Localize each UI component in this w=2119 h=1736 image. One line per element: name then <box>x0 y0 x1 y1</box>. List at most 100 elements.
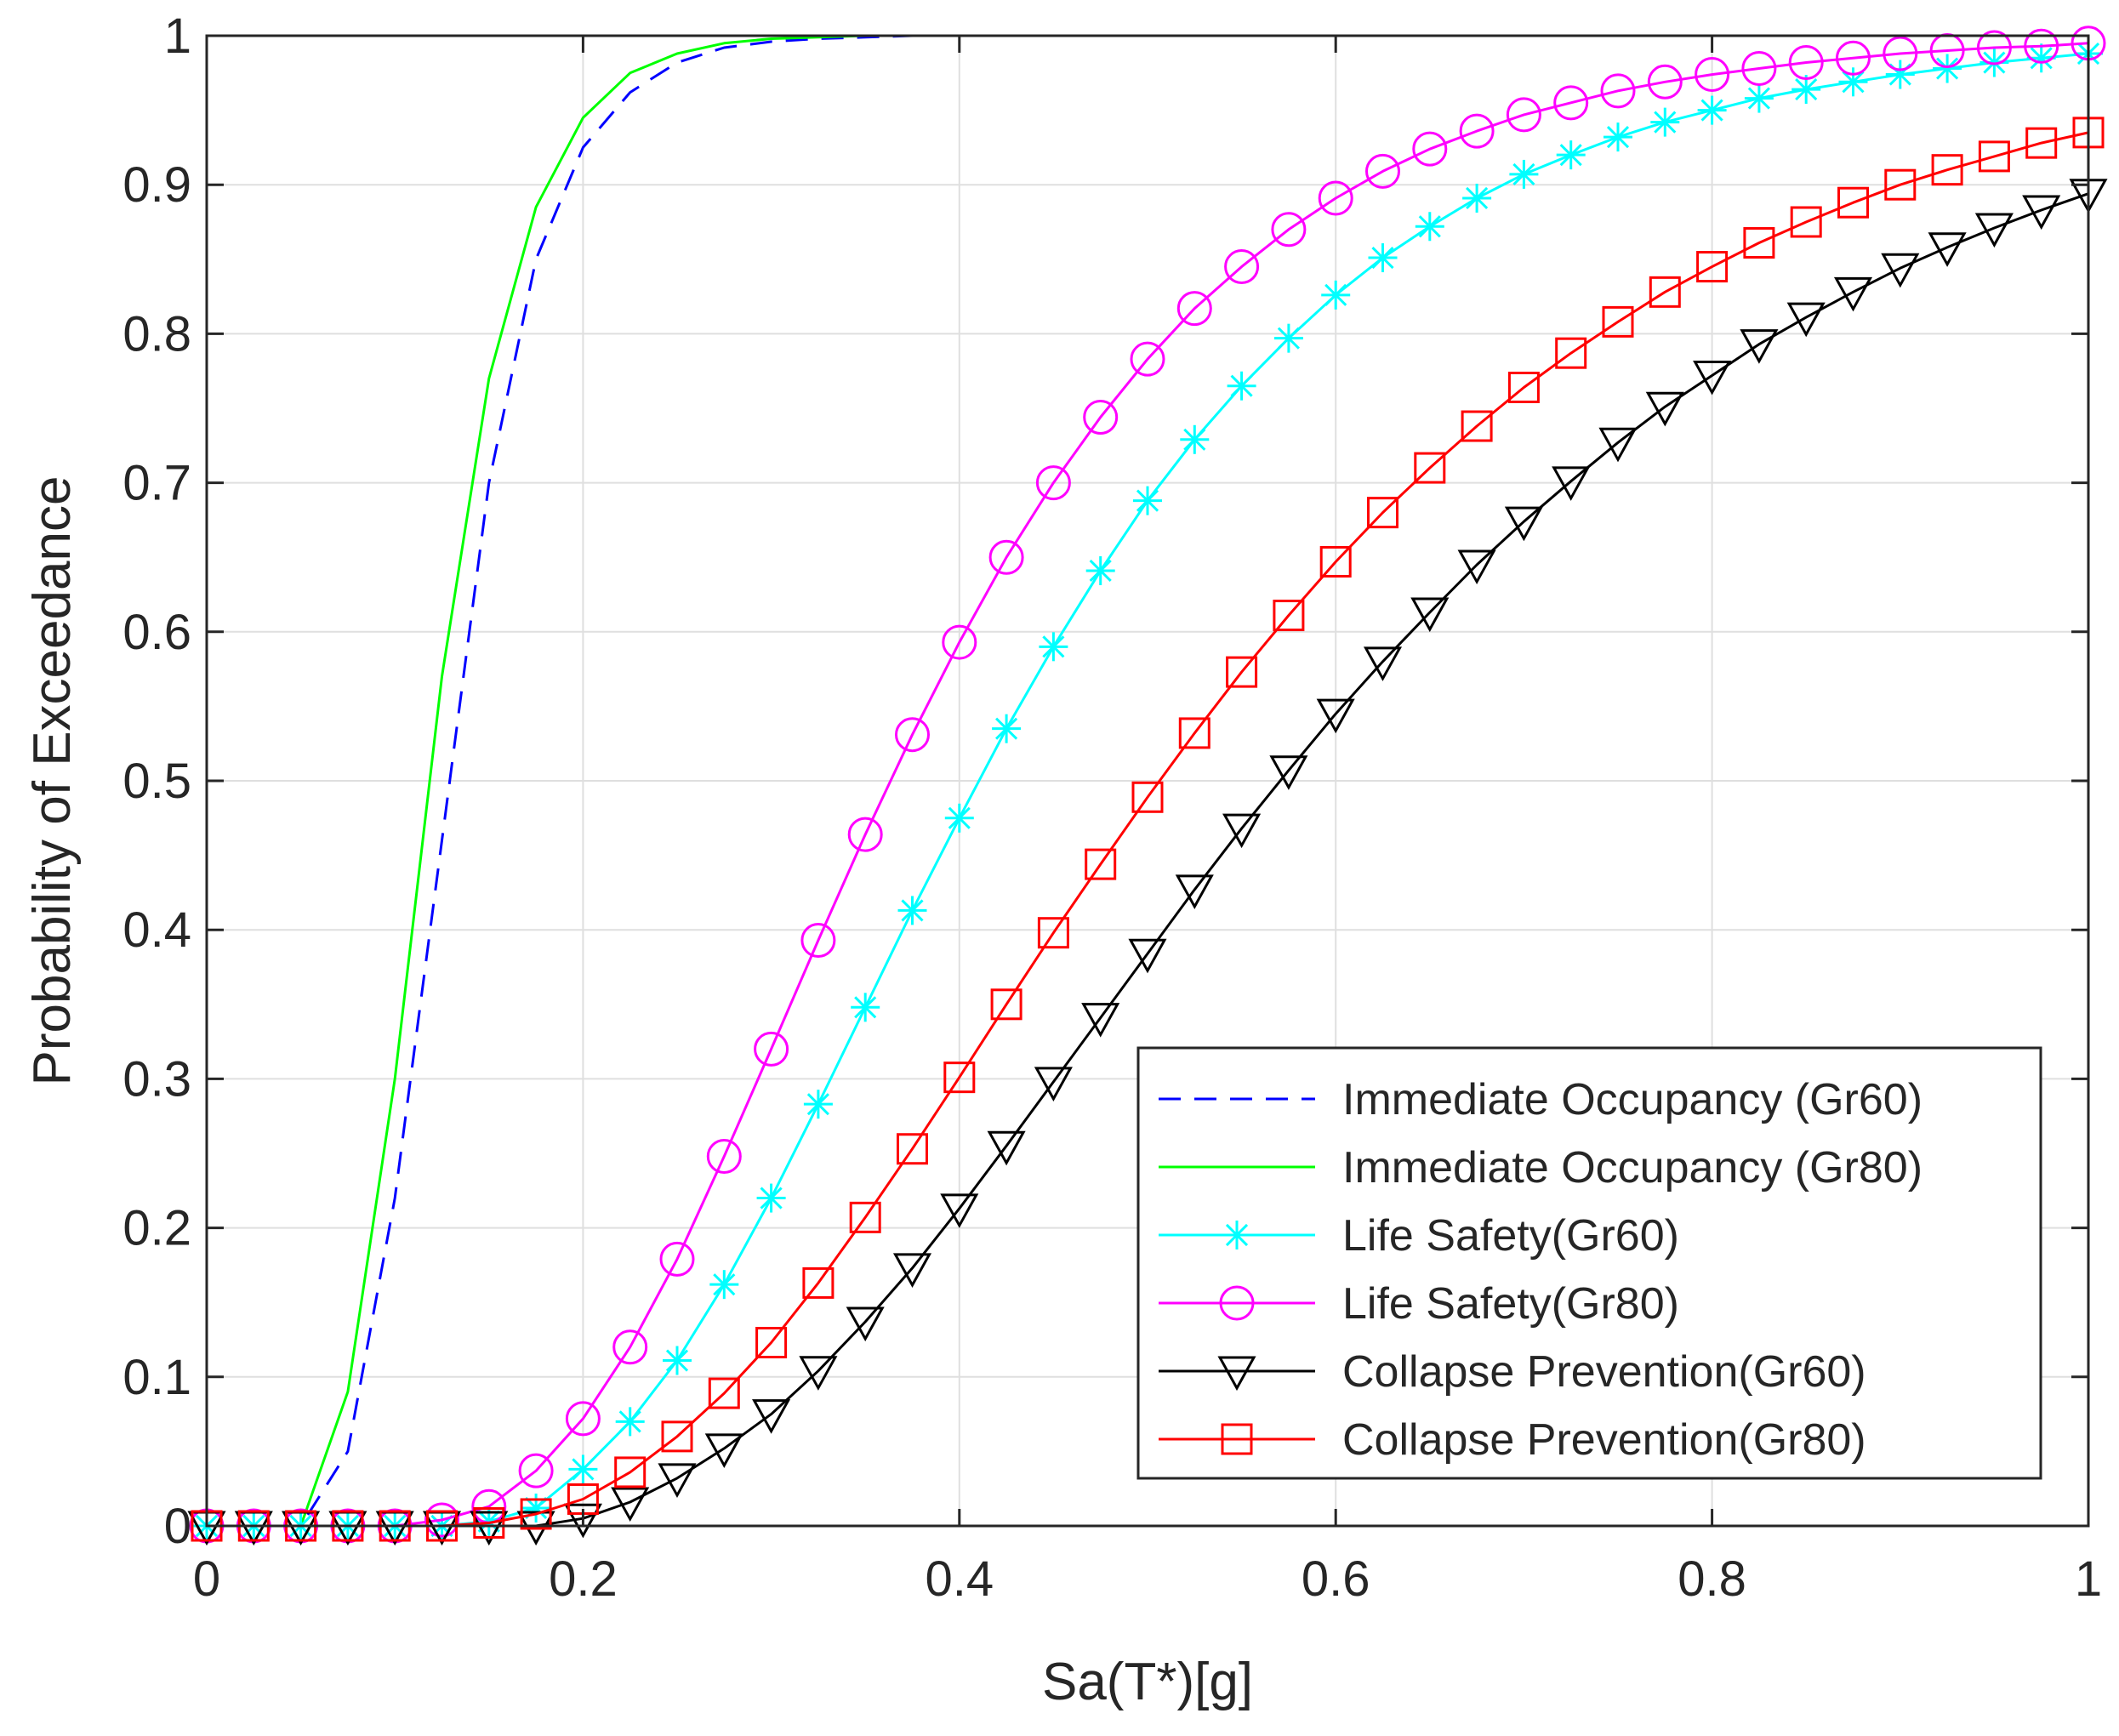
data-point <box>992 714 1022 743</box>
data-point <box>1884 168 1917 201</box>
legend-label: Immediate Occupancy (Gr60) <box>1342 1075 1922 1124</box>
data-point <box>942 624 977 660</box>
legend-item: Life Safety(Gr60) <box>1159 1211 1679 1261</box>
data-point <box>614 1456 647 1488</box>
data-point <box>1363 646 1403 681</box>
data-point <box>709 1270 739 1300</box>
data-point <box>897 896 927 925</box>
data-point <box>803 1090 833 1119</box>
data-point <box>1743 227 1775 259</box>
legend-item: Collapse Prevention(Gr60) <box>1159 1347 1866 1397</box>
data-point <box>1037 917 1069 949</box>
data-point <box>1128 938 1167 974</box>
data-point <box>846 1306 885 1342</box>
data-point <box>1316 698 1355 734</box>
data-point <box>612 1329 648 1365</box>
ticks: 0 0.2 0.4 0.6 0.8 1 0 0.1 0.2 0.3 0.4 0.5 0.6 0.7 0.8 0… <box>122 9 2102 1607</box>
legend-marker <box>1219 1285 1255 1321</box>
data-point <box>1081 1003 1120 1038</box>
data-point <box>2024 28 2059 64</box>
x-tick-label: 0.2 <box>549 1551 618 1607</box>
data-point <box>1227 371 1256 401</box>
data-point <box>847 817 883 852</box>
x-tick-label: 1 <box>2075 1551 2102 1607</box>
data-point <box>895 717 930 753</box>
data-point <box>708 1377 740 1409</box>
data-point <box>1695 57 1730 93</box>
data-point <box>1133 486 1162 515</box>
data-point <box>1367 497 1398 529</box>
data-point <box>1786 302 1826 338</box>
data-point <box>1696 251 1729 283</box>
legend-marker <box>1222 1221 1251 1249</box>
data-point <box>1410 597 1450 633</box>
data-point <box>1321 280 1351 310</box>
legend-marker <box>1217 1356 1256 1392</box>
data-point <box>1556 140 1586 170</box>
data-point <box>1837 186 1869 219</box>
data-point <box>987 1130 1026 1166</box>
data-point <box>659 1241 695 1277</box>
data-point <box>1415 212 1444 242</box>
data-point <box>1740 329 1779 364</box>
data-point <box>565 1401 601 1437</box>
y-tick-label: 0.8 <box>122 306 191 361</box>
legend-marker <box>1221 1423 1253 1455</box>
data-point <box>1457 549 1496 585</box>
data-point <box>849 1201 881 1233</box>
data-point <box>1928 232 1967 267</box>
data-point <box>1039 632 1068 662</box>
legend: Immediate Occupancy (Gr60) Immediate Occu… <box>1136 1046 2042 1480</box>
data-point <box>1414 452 1446 484</box>
data-point <box>1461 410 1493 442</box>
data-point <box>1273 323 1303 353</box>
data-point <box>1085 848 1117 880</box>
data-point <box>897 1133 928 1165</box>
legend-item: Collapse Prevention(Gr80) <box>1159 1415 1866 1465</box>
data-point <box>1319 545 1352 578</box>
data-point <box>424 1502 459 1538</box>
y-tick-label: 0.9 <box>122 157 191 213</box>
data-point <box>1788 45 1824 81</box>
data-point <box>1178 717 1210 749</box>
data-point <box>1222 813 1262 849</box>
data-point <box>1273 600 1305 632</box>
data-point <box>1506 97 1541 133</box>
data-point <box>1180 424 1210 454</box>
legend-item: Immediate Occupancy (Gr80) <box>1159 1143 1922 1192</box>
data-point <box>1790 206 1822 238</box>
data-point <box>706 1139 742 1175</box>
data-point <box>1552 466 1591 501</box>
data-point <box>1509 159 1539 189</box>
data-point <box>2022 195 2061 231</box>
legend-box <box>1136 1046 2042 1480</box>
legend-item: Immediate Occupancy (Gr60) <box>1159 1075 1922 1124</box>
data-point <box>1131 781 1164 813</box>
data-point <box>1650 107 1680 137</box>
data-point <box>802 1266 834 1299</box>
data-point <box>1553 85 1589 121</box>
data-point <box>1603 122 1632 152</box>
data-point <box>473 1506 505 1539</box>
x-tick-label: 0 <box>193 1551 220 1607</box>
data-point <box>661 1420 693 1453</box>
data-point <box>1931 154 1963 186</box>
y-tick-label: 0.1 <box>122 1350 191 1405</box>
legend-label: Immediate Occupancy (Gr80) <box>1342 1143 1922 1192</box>
data-point <box>1412 131 1448 167</box>
data-point <box>615 1407 645 1437</box>
x-axis-label: Sa(T*)[g] <box>1042 1653 1253 1711</box>
data-point <box>1602 305 1634 338</box>
data-point <box>1226 656 1258 688</box>
data-point <box>1885 60 1915 89</box>
data-point <box>940 1193 979 1228</box>
data-point <box>1365 153 1400 189</box>
data-point <box>1034 1067 1073 1101</box>
y-tick-label: 1 <box>164 9 191 64</box>
data-point <box>1085 555 1115 585</box>
y-tick-label: 0.7 <box>122 456 191 511</box>
data-point <box>943 1062 976 1094</box>
data-point <box>1978 140 2010 173</box>
data-point <box>2025 127 2058 159</box>
